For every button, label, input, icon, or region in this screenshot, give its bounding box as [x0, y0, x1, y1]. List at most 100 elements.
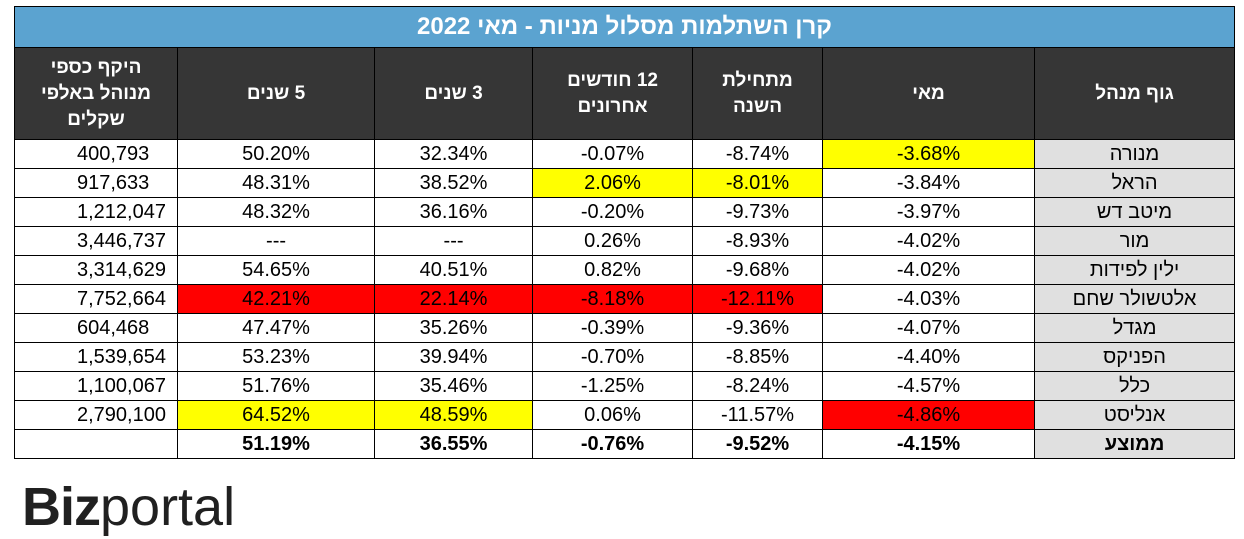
bizportal-logo: Bizportal	[22, 476, 235, 537]
manager-name: כלל	[1118, 374, 1151, 397]
may-return: -4.02%	[896, 229, 961, 252]
5y-return-cell: 50.20%	[177, 139, 376, 169]
3y-return: 35.46%	[419, 374, 488, 397]
aum-value: 604,468	[77, 316, 150, 339]
manager-name-cell: מנורה	[1034, 139, 1236, 169]
manager-name-cell: כלל	[1034, 371, 1236, 401]
manager-name-cell: מגדל	[1034, 313, 1236, 343]
may-return: -3.68%	[896, 142, 961, 165]
may-return: -3.97%	[896, 200, 961, 223]
may-return: -4.15%	[896, 432, 961, 455]
ytd-return: -8.74%	[725, 142, 790, 165]
may-return-cell: -4.40%	[822, 342, 1036, 372]
12m-return-cell: 2.06%	[532, 168, 694, 198]
table-row: מור -4.02% -8.93% 0.26% --- --- 3,446,737	[13, 226, 1236, 256]
5y-return: 42.21%	[242, 287, 310, 310]
12m-return-cell: -0.76%	[532, 429, 694, 459]
ytd-return-cell: -8.85%	[692, 342, 824, 372]
12m-return-cell: -0.70%	[532, 342, 694, 372]
may-return-cell: -3.97%	[822, 197, 1036, 227]
3y-return-cell: 36.16%	[374, 197, 534, 227]
header-5-years: 5 שנים	[177, 47, 376, 140]
may-return: -4.57%	[896, 374, 961, 397]
may-return: -4.40%	[896, 345, 961, 368]
5y-return: 50.20%	[242, 142, 310, 165]
ytd-return-cell: -8.74%	[692, 139, 824, 169]
3y-return-cell: 40.51%	[374, 255, 534, 285]
table-row: מיטב דש -3.97% -9.73% -0.20% 36.16% 48.32% 1,2…	[13, 197, 1236, 227]
aum-value-cell: 1,539,654	[13, 342, 179, 372]
5y-return: 48.32%	[242, 200, 310, 223]
ytd-return-cell: -9.36%	[692, 313, 824, 343]
5y-return: 47.47%	[242, 316, 310, 339]
logo-biz-text: Biz	[22, 477, 101, 537]
5y-return-cell: 64.52%	[177, 400, 376, 430]
5y-return-cell: 54.65%	[177, 255, 376, 285]
ytd-return-cell: -12.11%	[692, 284, 824, 314]
may-return: -4.07%	[896, 316, 961, 339]
manager-name: מור	[1119, 229, 1150, 252]
table-row: הפניקס -4.40% -8.85% -0.70% 39.94% 53.23% 1,53…	[13, 342, 1236, 372]
ytd-return: -11.57%	[721, 403, 795, 426]
may-return-cell: -3.84%	[822, 168, 1036, 198]
12m-return-cell: 0.26%	[532, 226, 694, 256]
manager-name: הפניקס	[1103, 345, 1166, 368]
5y-return: 51.19%	[242, 432, 310, 455]
aum-value-cell	[13, 429, 179, 459]
logo-portal-text: portal	[100, 477, 236, 537]
12m-return-cell: -0.07%	[532, 139, 694, 169]
ytd-return-cell: -9.52%	[692, 429, 824, 459]
5y-return-cell: 48.32%	[177, 197, 376, 227]
3y-return-cell: 38.52%	[374, 168, 534, 198]
3y-return-cell: 39.94%	[374, 342, 534, 372]
header-ytd: מתחילת השנה	[692, 47, 824, 140]
3y-return: 35.26%	[419, 316, 488, 339]
table-row: אנליסט -4.86% -11.57% 0.06% 48.59% 64.52% 2,79…	[13, 400, 1236, 430]
manager-name: ילין לפידות	[1089, 258, 1180, 281]
aum-value-cell: 3,314,629	[13, 255, 179, 285]
5y-return: 54.65%	[242, 258, 310, 281]
manager-name: מיטב דש	[1096, 200, 1173, 223]
3y-return: 38.52%	[419, 171, 488, 194]
table-row: מגדל -4.07% -9.36% -0.39% 35.26% 47.47% 604,46…	[13, 313, 1236, 343]
aum-value-cell: 400,793	[13, 139, 179, 169]
5y-return: 48.31%	[242, 171, 310, 194]
may-return-cell: -4.03%	[822, 284, 1036, 314]
12m-return: -0.39%	[580, 316, 645, 339]
ytd-return: -8.24%	[725, 374, 790, 397]
12m-return: 2.06%	[584, 171, 641, 194]
may-return-cell: -4.57%	[822, 371, 1036, 401]
manager-name-cell: ממוצע	[1034, 429, 1236, 459]
table-body: מנורה -3.68% -8.74% -0.07% 32.34% 50.20% 400,7…	[13, 139, 1236, 459]
ytd-return-cell: -11.57%	[692, 400, 824, 430]
ytd-return-cell: -8.01%	[692, 168, 824, 198]
ytd-return: -9.36%	[725, 316, 790, 339]
5y-return: 51.76%	[242, 374, 310, 397]
3y-return: 48.59%	[419, 403, 488, 426]
3y-return-cell: 32.34%	[374, 139, 534, 169]
returns-table: קרן השתלמות מסלול מניות - מאי 2022 גוף מ…	[13, 6, 1236, 459]
5y-return-cell: 48.31%	[177, 168, 376, 198]
3y-return-cell: ---	[374, 226, 534, 256]
3y-return-cell: 22.14%	[374, 284, 534, 314]
5y-return-cell: ---	[177, 226, 376, 256]
aum-value-cell: 917,633	[13, 168, 179, 198]
aum-value-cell: 1,212,047	[13, 197, 179, 227]
3y-return: 32.34%	[419, 142, 488, 165]
aum-value-cell: 7,752,664	[13, 284, 179, 314]
may-return-cell: -4.07%	[822, 313, 1036, 343]
3y-return-cell: 48.59%	[374, 400, 534, 430]
12m-return-cell: 0.06%	[532, 400, 694, 430]
ytd-return-cell: -8.24%	[692, 371, 824, 401]
12m-return-cell: -8.18%	[532, 284, 694, 314]
may-return-cell: -4.15%	[822, 429, 1036, 459]
3y-return-cell: 35.46%	[374, 371, 534, 401]
may-return: -4.86%	[896, 403, 961, 426]
header-manager: גוף מנהל	[1034, 47, 1236, 140]
header-may: מאי	[822, 47, 1036, 140]
3y-return: 36.16%	[419, 200, 488, 223]
ytd-return: -9.73%	[725, 200, 790, 223]
12m-return: 0.82%	[584, 258, 641, 281]
ytd-return: -9.68%	[725, 258, 790, 281]
manager-name: אלטשולר שחם	[1072, 287, 1197, 310]
